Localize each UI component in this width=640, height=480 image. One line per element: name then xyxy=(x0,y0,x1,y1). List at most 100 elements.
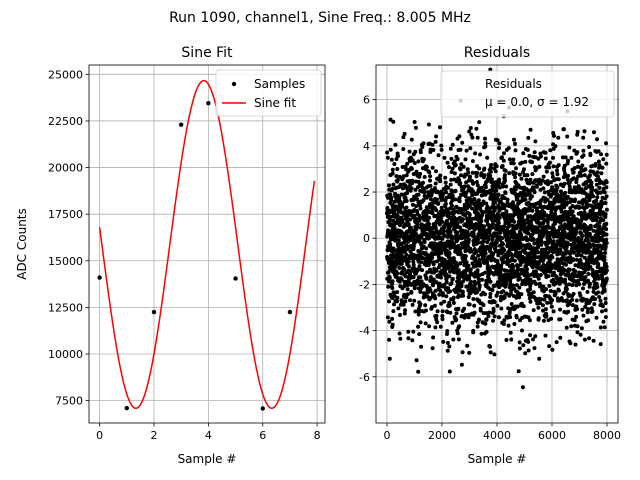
residual-point xyxy=(574,257,579,262)
residual-point xyxy=(433,139,438,144)
residual-point xyxy=(421,180,425,185)
residual-point xyxy=(573,342,578,347)
residual-point xyxy=(442,225,447,230)
residual-point xyxy=(450,142,455,147)
residual-point xyxy=(458,251,463,256)
residual-point xyxy=(598,325,603,330)
residual-point xyxy=(477,283,482,288)
residual-point xyxy=(438,240,443,245)
residual-point xyxy=(557,199,561,204)
residual-point xyxy=(512,137,516,142)
residual-point xyxy=(490,219,495,224)
residual-point xyxy=(405,161,410,166)
residual-point xyxy=(395,299,399,304)
residual-point xyxy=(536,305,541,310)
residual-point xyxy=(604,264,609,269)
residual-point xyxy=(513,171,518,176)
residual-point xyxy=(460,140,465,145)
residual-point xyxy=(539,238,544,243)
residual-point xyxy=(454,311,459,316)
residual-point xyxy=(600,273,605,278)
residual-point xyxy=(604,227,609,232)
sine-x-tick-label: 2 xyxy=(150,429,157,442)
residual-point xyxy=(541,284,546,289)
residual-point xyxy=(501,242,505,247)
residual-point xyxy=(483,144,488,149)
residual-point xyxy=(436,201,441,206)
residual-point xyxy=(575,150,580,155)
residual-point xyxy=(486,314,491,319)
residual-point xyxy=(401,135,406,140)
residual-point xyxy=(586,307,590,311)
residual-point xyxy=(411,259,416,264)
residual-point xyxy=(428,183,433,188)
residual-point xyxy=(525,228,530,233)
residual-point xyxy=(411,244,416,249)
residual-point xyxy=(430,211,435,216)
sample-point xyxy=(206,101,211,106)
residual-point xyxy=(428,174,433,179)
residual-point xyxy=(570,283,575,288)
residual-point xyxy=(569,155,574,160)
residual-point xyxy=(580,233,585,238)
residual-point xyxy=(488,291,493,296)
residual-point xyxy=(409,290,414,295)
residual-point xyxy=(577,204,582,209)
residual-point xyxy=(458,167,463,172)
residual-point xyxy=(578,332,583,337)
residual-point xyxy=(402,131,407,136)
residual-point xyxy=(604,241,609,245)
residual-point xyxy=(438,324,443,329)
residual-point xyxy=(554,340,559,345)
residual-point xyxy=(519,292,524,297)
residual-point xyxy=(529,281,534,286)
residual-point xyxy=(553,199,558,204)
residual-point xyxy=(546,250,551,255)
residual-point xyxy=(483,141,488,146)
residual-point xyxy=(491,318,495,323)
residual-point xyxy=(582,337,587,342)
residual-point xyxy=(542,210,547,215)
residual-point xyxy=(398,313,402,317)
residual-point xyxy=(550,174,555,179)
residuals-y-tick-label: 6 xyxy=(363,94,370,107)
residual-point xyxy=(388,147,393,152)
residual-point xyxy=(456,268,461,273)
residual-point xyxy=(418,150,423,155)
residual-point xyxy=(566,242,571,247)
residual-point xyxy=(583,304,588,309)
residual-point xyxy=(404,252,409,257)
residual-point xyxy=(454,204,459,209)
residual-point xyxy=(502,318,507,323)
legend-samples-marker xyxy=(231,81,237,87)
residual-point xyxy=(417,218,422,223)
residual-point xyxy=(511,200,515,205)
residual-point xyxy=(502,173,507,178)
residual-point xyxy=(604,185,609,190)
residual-point xyxy=(428,278,433,283)
residual-point xyxy=(427,170,432,175)
residual-point xyxy=(456,306,461,311)
residual-point xyxy=(520,328,524,333)
residual-point xyxy=(397,223,402,228)
residual-point xyxy=(511,157,516,162)
residual-point xyxy=(603,308,608,313)
residual-point xyxy=(459,162,464,167)
residual-point xyxy=(438,288,443,293)
residual-point xyxy=(528,127,533,132)
residual-point xyxy=(492,300,497,305)
residual-point xyxy=(564,298,569,303)
residual-point xyxy=(484,317,489,322)
residual-point xyxy=(547,160,552,165)
residual-point xyxy=(458,181,463,186)
residual-point xyxy=(481,199,486,204)
residual-point xyxy=(434,268,439,273)
residual-point xyxy=(447,344,452,349)
residual-point xyxy=(457,215,462,220)
residual-point xyxy=(477,166,482,171)
residual-point xyxy=(573,269,578,274)
residual-point xyxy=(542,190,547,195)
residual-point xyxy=(600,304,605,309)
residual-point xyxy=(424,246,429,251)
residual-point xyxy=(475,135,480,140)
